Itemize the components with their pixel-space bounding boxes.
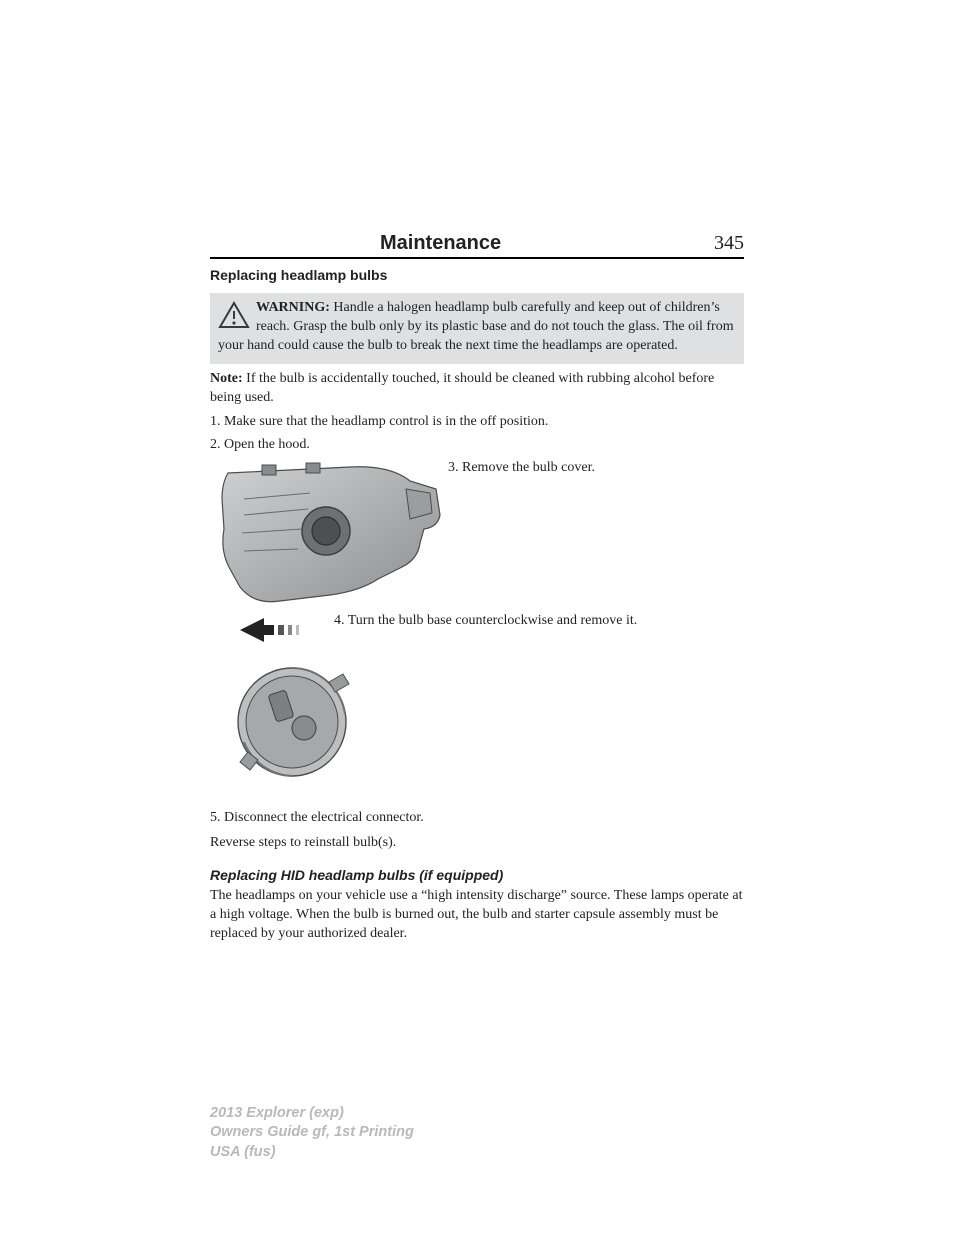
manual-page: Maintenance 345 Replacing headlamp bulbs… xyxy=(0,0,954,1202)
chapter-title: Maintenance xyxy=(380,232,501,255)
step-3-row: 3. Remove the bulb cover. xyxy=(210,459,744,616)
note-text: If the bulb is accidentally touched, it … xyxy=(210,371,714,405)
step-4: 4. Turn the bulb base counterclockwise a… xyxy=(334,612,637,631)
footer-line-1: 2013 Explorer (exp) xyxy=(210,1104,744,1124)
hid-heading: Replacing HID headlamp bulbs (if equippe… xyxy=(210,867,744,883)
step-1: 1. Make sure that the headlamp control i… xyxy=(210,413,744,432)
footer-line-2: Owners Guide gf, 1st Printing xyxy=(210,1123,744,1143)
page-footer: 2013 Explorer (exp) Owners Guide gf, 1st… xyxy=(210,1104,744,1163)
figure-bulb-base xyxy=(210,612,354,799)
page-number: 345 xyxy=(714,232,744,255)
figure-headlamp-assembly xyxy=(210,459,442,616)
footer-line-3: USA (fus) xyxy=(210,1143,744,1163)
hid-body: The headlamps on your vehicle use a “hig… xyxy=(210,887,744,944)
note-label: Note: xyxy=(210,371,243,386)
step-4-row: 4. Turn the bulb base counterclockwise a… xyxy=(210,612,744,799)
step-3: 3. Remove the bulb cover. xyxy=(442,459,595,478)
warning-icon xyxy=(218,301,250,329)
section-subheading: Replacing headlamp bulbs xyxy=(210,267,744,283)
arrow-left-icon xyxy=(240,618,299,642)
warning-label: WARNING: xyxy=(256,300,330,315)
step-2: 2. Open the hood. xyxy=(210,436,744,455)
step-5: 5. Disconnect the electrical connector. xyxy=(210,809,744,828)
reverse-steps: Reverse steps to reinstall bulb(s). xyxy=(210,834,744,853)
note-paragraph: Note: If the bulb is accidentally touche… xyxy=(210,370,744,408)
page-header: Maintenance 345 xyxy=(210,232,744,259)
warning-box: WARNING: Handle a halogen headlamp bulb … xyxy=(210,293,744,364)
